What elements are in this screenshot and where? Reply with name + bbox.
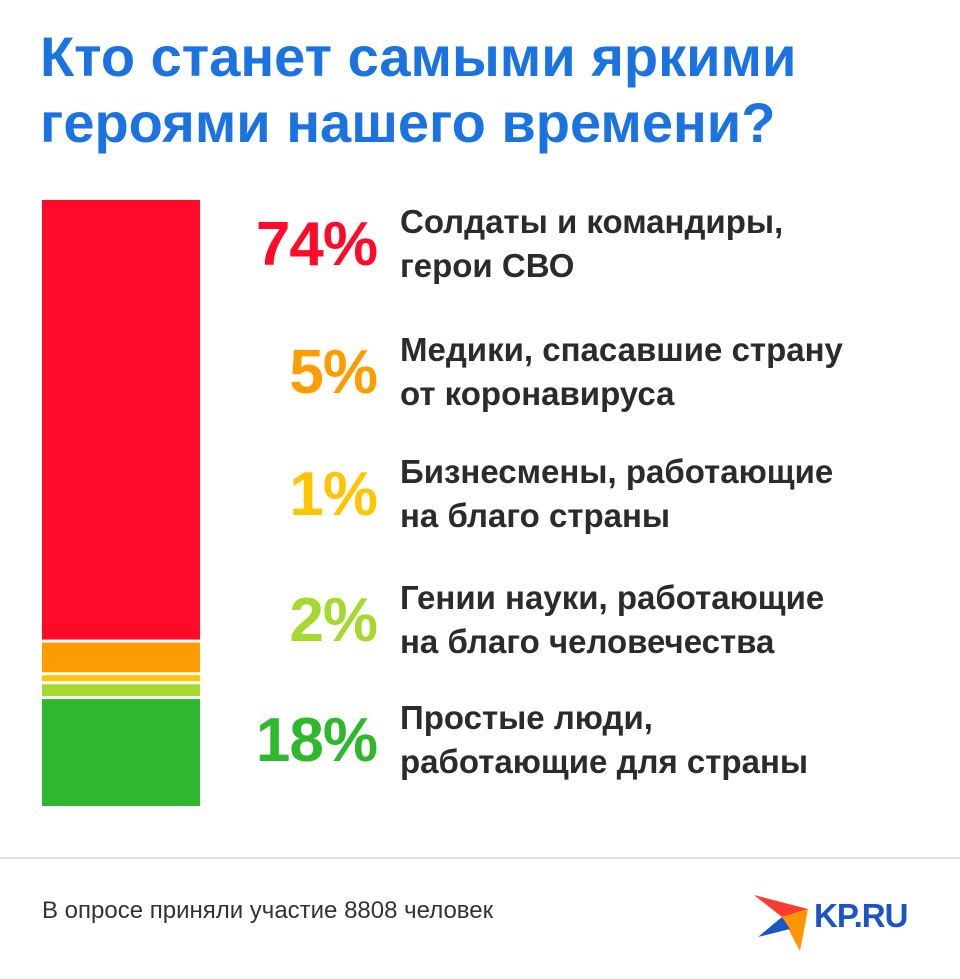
value-label: 18% (255, 706, 378, 775)
bar-segment (42, 642, 200, 673)
footer-divider (0, 857, 960, 859)
legend-row: 1% Бизнесмены, работающие на благо стран… (205, 446, 945, 546)
stacked-bar-chart (42, 200, 200, 806)
category-label-line: герои СВО (400, 247, 575, 284)
value-label: 5% (289, 338, 378, 407)
bar-segment (42, 200, 200, 640)
value-label: 1% (289, 460, 378, 529)
kp-logo: KP.RU (752, 885, 932, 955)
category-label-line: Бизнесмены, работающие (400, 453, 834, 490)
legend-row: 74% Солдаты и командиры, герои СВО (205, 196, 945, 296)
kp-logo-text: KP.RU (814, 897, 908, 934)
title-line-2: героями нашего времени? (40, 91, 776, 154)
kp-bird-icon (754, 895, 808, 951)
legend-row: 18% Простые люди, работающие для страны (205, 692, 945, 792)
category-label: Бизнесмены, работающие на благо страны (400, 450, 945, 538)
bar-segment (42, 675, 200, 682)
category-label: Медики, спасавшие страну от коронавируса (400, 328, 945, 416)
bar-segment (42, 699, 200, 806)
bird-wing-shape (754, 895, 808, 917)
title-line-1: Кто станет самыми яркими (40, 25, 797, 88)
chart-title: Кто станет самыми яркими героями нашего … (40, 24, 940, 156)
category-label-line: на благо человечества (400, 623, 775, 660)
bird-tail-shape (782, 909, 808, 951)
category-label-line: работающие для страны (400, 743, 809, 780)
category-label-line: Солдаты и командиры, (400, 203, 784, 240)
survey-footnote: В опросе приняли участие 8808 человек (42, 897, 494, 924)
category-label-line: на благо страны (400, 497, 671, 534)
category-label-line: Медики, спасавшие страну (400, 331, 843, 368)
category-label-line: Простые люди, (400, 699, 653, 736)
category-label: Солдаты и командиры, герои СВО (400, 200, 945, 288)
legend-row: 5% Медики, спасавшие страну от коронавир… (205, 324, 945, 424)
category-label-line: от коронавируса (400, 375, 675, 412)
bird-body-shape (758, 917, 790, 937)
category-label: Простые люди, работающие для страны (400, 696, 945, 784)
category-label-line: Гении науки, работающие (400, 579, 825, 616)
bar-segment (42, 684, 200, 697)
value-label: 2% (289, 586, 378, 655)
category-label: Гении науки, работающие на благо человеч… (400, 576, 945, 664)
legend-row: 2% Гении науки, работающие на благо чело… (205, 572, 945, 672)
value-label: 74% (255, 210, 378, 279)
